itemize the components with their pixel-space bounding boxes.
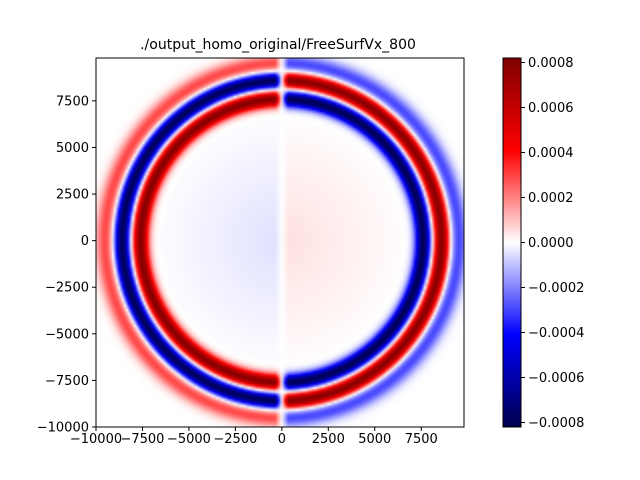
colorbar-tick-label: −0.0008 — [528, 416, 584, 431]
y-tick-label: −7500 — [45, 374, 89, 389]
y-axis: −10000 −7500 −5000 −2500 0 2500 5000 7500 — [37, 94, 96, 436]
x-tick-label: 2500 — [312, 432, 345, 447]
colorbar-tick-label: 0.0004 — [528, 146, 574, 161]
colorbar-tick-label: −0.0002 — [528, 281, 584, 296]
y-tick-label: 0 — [81, 234, 89, 249]
colorbar-tick-label: 0.0006 — [528, 101, 574, 116]
y-tick-label: −10000 — [37, 421, 89, 436]
x-tick-label: 5000 — [358, 432, 391, 447]
x-tick-label: −5000 — [167, 432, 211, 447]
y-tick-label: −2500 — [45, 281, 89, 296]
y-tick-label: 7500 — [56, 94, 89, 109]
plot-frame — [95, 57, 465, 428]
x-tick-label: −10000 — [70, 432, 122, 447]
colorbar-tick-label: −0.0006 — [528, 371, 584, 386]
y-tick-label: 2500 — [56, 188, 89, 203]
colorbar-tick-label: 0.0000 — [528, 236, 574, 251]
colorbar-tick-label: 0.0002 — [528, 191, 574, 206]
x-tick-label: −2500 — [213, 432, 257, 447]
x-axis: −10000−7500 −5000 −2500 0 2500 5000 7500 — [70, 427, 438, 447]
heatmap-image — [96, 58, 464, 427]
colorbar-ticks: 0.0008 0.0006 0.0004 0.0002 0.0000 −0.0002 −0.… — [521, 56, 584, 431]
chart-title: ./output_homo_original/FreeSurfVx_800 — [140, 37, 416, 53]
plot-area — [95, 57, 465, 428]
colorbar-tick-label: −0.0004 — [528, 326, 584, 341]
y-tick-label: 5000 — [56, 141, 89, 156]
colorbar-gradient — [503, 58, 521, 427]
x-tick-label: 7500 — [405, 432, 438, 447]
y-tick-label: −5000 — [45, 327, 89, 342]
colorbar-tick-label: 0.0008 — [528, 56, 574, 71]
colorbar: 0.0008 0.0006 0.0004 0.0002 0.0000 −0.0002 −0.… — [502, 56, 584, 431]
x-tick-label: −7500 — [120, 432, 164, 447]
x-tick-label: 0 — [278, 432, 286, 447]
